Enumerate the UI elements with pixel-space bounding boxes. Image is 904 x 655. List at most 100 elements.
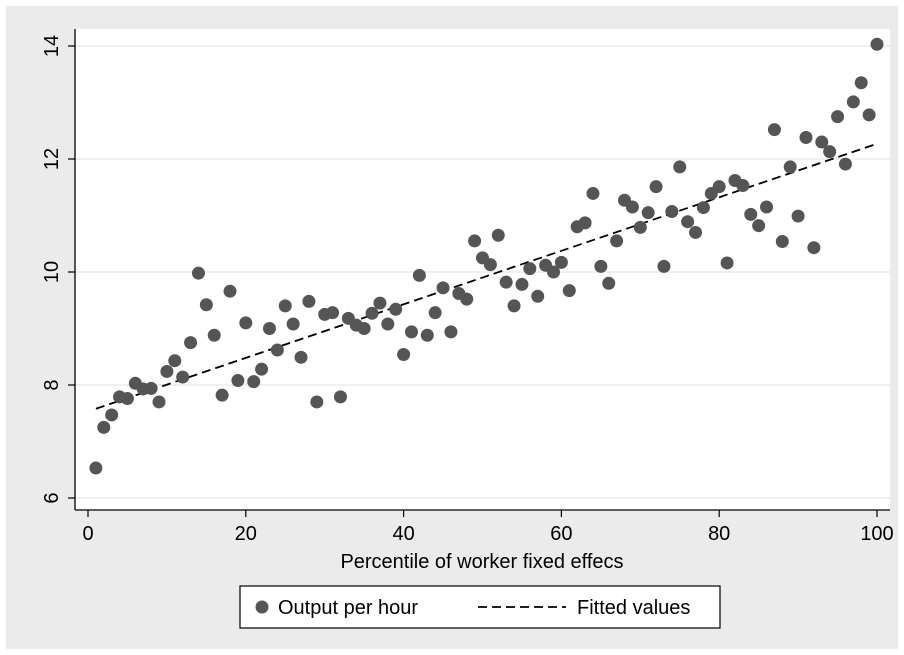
data-point — [744, 207, 758, 221]
data-point — [404, 325, 418, 339]
data-point — [760, 200, 774, 214]
data-point — [144, 381, 158, 395]
data-point — [365, 306, 379, 320]
data-point — [255, 362, 269, 376]
data-point — [602, 276, 616, 290]
data-point — [231, 373, 245, 387]
data-point — [831, 110, 845, 124]
data-point — [468, 234, 482, 248]
x-tick-label: 60 — [550, 523, 572, 545]
data-point — [610, 234, 624, 248]
data-point — [625, 200, 639, 214]
data-point — [815, 135, 829, 149]
data-point — [412, 268, 426, 282]
data-point — [247, 375, 261, 389]
data-point — [191, 266, 205, 280]
data-point — [862, 108, 876, 122]
data-point — [460, 292, 474, 306]
legend-marker-output-per-hour — [255, 600, 269, 614]
x-axis-ticks: 0 20 40 60 80 100 — [82, 510, 894, 545]
data-point — [696, 201, 710, 215]
x-tick-label: 0 — [82, 523, 93, 545]
data-point — [389, 302, 403, 316]
data-point — [531, 289, 545, 303]
data-point — [586, 186, 600, 200]
data-point — [681, 215, 695, 229]
y-tick-label: 10 — [41, 261, 63, 283]
data-point — [105, 408, 119, 422]
data-point — [523, 262, 537, 276]
data-point — [152, 395, 166, 409]
data-point — [823, 145, 837, 159]
gridlines — [75, 45, 890, 499]
data-point — [838, 157, 852, 171]
data-point — [428, 306, 442, 320]
data-point — [270, 343, 284, 357]
data-point — [373, 296, 387, 310]
data-point — [594, 259, 608, 273]
y-tick-label: 8 — [41, 379, 63, 390]
data-point — [491, 228, 505, 242]
data-point — [649, 180, 663, 194]
data-point — [278, 299, 292, 313]
data-point — [791, 209, 805, 223]
data-point — [665, 205, 679, 219]
data-point — [294, 350, 308, 364]
x-tick-label: 40 — [392, 523, 414, 545]
data-point — [160, 364, 174, 378]
data-point — [752, 219, 766, 233]
data-point — [657, 259, 671, 273]
y-tick-label: 6 — [41, 492, 63, 503]
data-point — [262, 322, 276, 335]
plot-area — [75, 29, 890, 510]
data-point — [381, 317, 395, 331]
data-point — [420, 328, 434, 342]
data-point — [176, 370, 190, 384]
data-point — [767, 123, 781, 137]
data-point — [483, 258, 497, 272]
data-point — [689, 225, 703, 239]
data-point — [807, 241, 821, 255]
data-point — [120, 392, 134, 406]
x-axis-title: Percentile of worker fixed effecs — [340, 551, 623, 573]
y-axis-ticks: 6 8 10 12 14 — [41, 35, 75, 504]
data-point — [436, 281, 450, 295]
data-point — [712, 180, 726, 194]
data-point — [775, 234, 789, 248]
data-point — [547, 265, 561, 279]
data-point — [302, 294, 316, 308]
y-tick-label: 12 — [41, 148, 63, 170]
data-point — [783, 160, 797, 174]
x-tick-label: 80 — [708, 523, 730, 545]
data-point — [673, 160, 687, 174]
data-point — [207, 328, 221, 342]
data-point — [799, 131, 813, 145]
data-point — [444, 325, 458, 339]
data-point — [199, 298, 213, 312]
data-point — [720, 256, 734, 270]
data-point — [507, 299, 521, 313]
data-point — [286, 317, 300, 331]
data-point — [168, 354, 182, 368]
data-point — [499, 275, 513, 289]
data-point — [641, 206, 655, 220]
legend-label-output-per-hour: Output per hour — [278, 597, 418, 619]
data-point — [854, 76, 868, 90]
legend: Output per hour Fitted values — [239, 585, 721, 629]
data-point — [223, 284, 237, 298]
x-tick-label: 20 — [235, 523, 257, 545]
data-point — [326, 306, 340, 320]
scatter-points-layer — [89, 37, 884, 475]
data-point — [562, 284, 576, 298]
data-point — [578, 216, 592, 230]
data-point — [215, 388, 229, 402]
legend-label-fitted-values: Fitted values — [577, 597, 690, 619]
data-point — [633, 220, 647, 234]
data-point — [239, 316, 253, 330]
data-point — [97, 420, 111, 434]
data-point — [846, 95, 860, 109]
data-point — [310, 395, 324, 409]
data-point — [870, 37, 884, 51]
